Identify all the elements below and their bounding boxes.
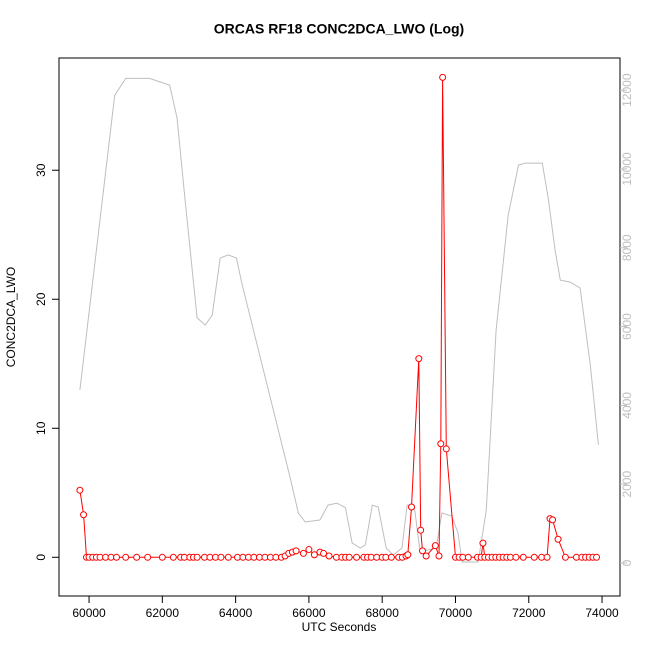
data-point xyxy=(193,553,201,561)
x-axis-label: UTC Seconds xyxy=(302,620,377,634)
x-tick-label: 68000 xyxy=(366,606,400,620)
data-point xyxy=(169,553,177,561)
data-point xyxy=(549,516,557,524)
data-point xyxy=(217,553,225,561)
data-point xyxy=(122,553,130,561)
data-point xyxy=(417,526,425,534)
data-point xyxy=(387,553,395,561)
series-line xyxy=(79,77,599,563)
y2-tick-label: 10000 xyxy=(620,152,634,186)
data-point xyxy=(437,440,445,448)
y-tick-label: 30 xyxy=(34,163,48,177)
data-point xyxy=(422,552,430,560)
data-point xyxy=(345,553,353,561)
data-point xyxy=(404,551,412,559)
data-point xyxy=(435,552,443,560)
data-point xyxy=(561,553,569,561)
y2-tick-label: 6000 xyxy=(620,313,634,340)
x-tick-label: 64000 xyxy=(219,606,253,620)
data-point xyxy=(418,547,426,555)
data-point xyxy=(310,551,318,559)
x-tick-label: 70000 xyxy=(439,606,473,620)
data-point xyxy=(512,553,520,561)
data-point xyxy=(464,553,472,561)
data-point xyxy=(442,445,450,453)
data-point xyxy=(593,553,601,561)
y2-tick-label: 2000 xyxy=(620,471,634,498)
data-point xyxy=(353,553,361,561)
y2-tick-label: 8000 xyxy=(620,234,634,261)
data-point xyxy=(113,553,121,561)
data-point xyxy=(415,355,423,363)
data-point xyxy=(80,511,88,519)
x-tick-label: 62000 xyxy=(146,606,180,620)
data-point xyxy=(530,553,538,561)
data-point xyxy=(408,503,416,511)
data-point xyxy=(224,553,232,561)
y2-tick-label: 0 xyxy=(620,559,634,566)
data-point xyxy=(76,486,84,494)
data-point xyxy=(292,547,300,555)
x-tick-label: 74000 xyxy=(585,606,619,620)
data-point xyxy=(554,535,562,543)
data-point xyxy=(439,73,447,81)
data-point xyxy=(543,553,551,561)
data-point xyxy=(305,546,313,554)
data-point xyxy=(320,549,328,557)
y2-tick-label: 4000 xyxy=(620,392,634,419)
data-point xyxy=(431,542,439,550)
x-tick-label: 66000 xyxy=(292,606,326,620)
x-tick-label: 60000 xyxy=(72,606,106,620)
data-point xyxy=(479,539,487,547)
y2-tick-label: 12000 xyxy=(620,73,634,107)
y-tick-label: 20 xyxy=(34,292,48,306)
data-point xyxy=(325,552,333,560)
y-axis-label: CONC2DCA_LWO xyxy=(4,267,18,367)
data-point xyxy=(133,553,141,561)
data-point xyxy=(158,553,166,561)
y-tick-label: 10 xyxy=(34,421,48,435)
x-tick-label: 72000 xyxy=(512,606,546,620)
data-point xyxy=(299,549,307,557)
data-point xyxy=(519,553,527,561)
chart-title: ORCAS RF18 CONC2DCA_LWO (Log) xyxy=(214,21,464,37)
data-point xyxy=(144,553,152,561)
y-tick-label: 0 xyxy=(34,554,48,561)
